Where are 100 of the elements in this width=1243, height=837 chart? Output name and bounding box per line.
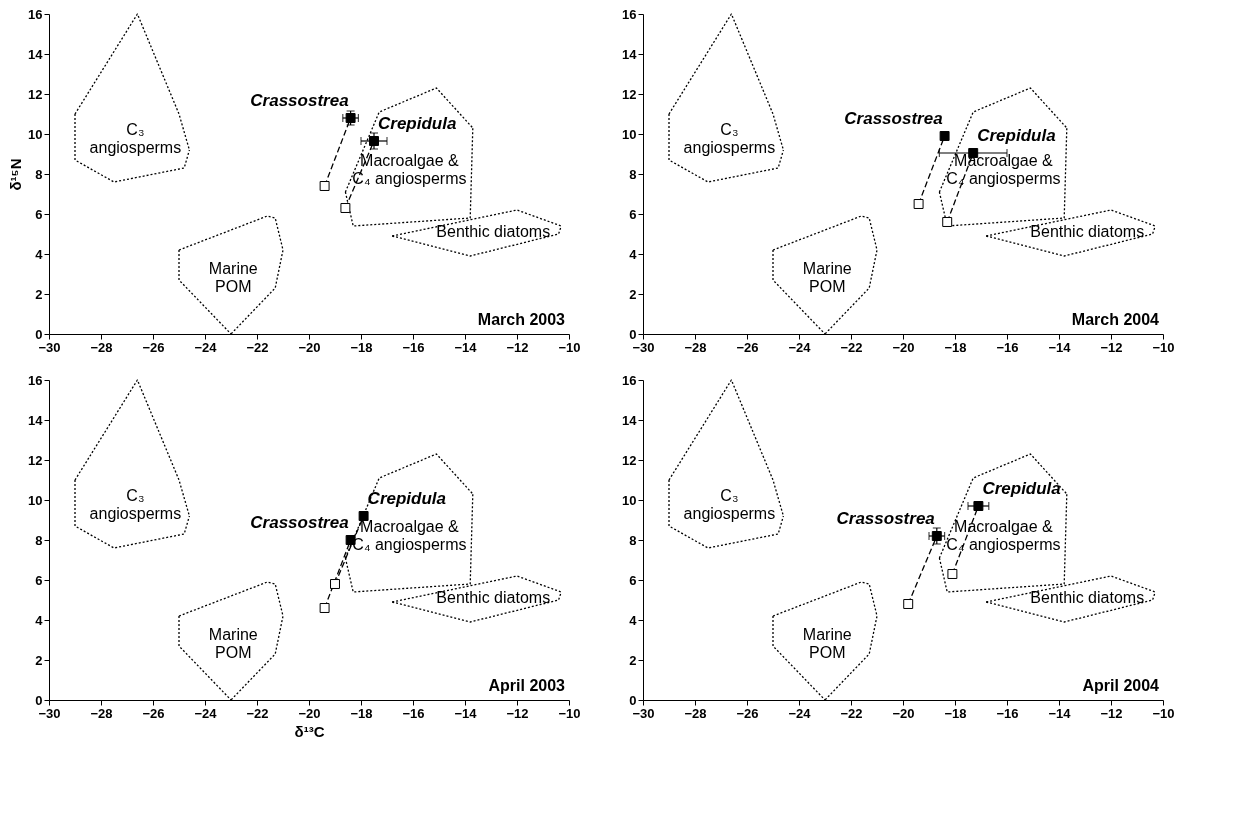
x-tick-label: −24 <box>788 705 812 721</box>
y-tick-label: 14 <box>28 412 44 428</box>
x-tick-label: −30 <box>632 339 655 355</box>
annotation: March 2003 <box>477 311 566 328</box>
x-tick-label: −12 <box>1100 705 1123 721</box>
annotation: Benthic diatoms <box>436 223 551 240</box>
x-tick-label: −30 <box>632 705 655 721</box>
x-tick-label: −10 <box>558 339 581 355</box>
annotation: C₃ angiosperms <box>89 120 182 156</box>
x-tick-label: −12 <box>1100 339 1123 355</box>
y-tick-label: 8 <box>35 166 43 182</box>
x-tick-label: −10 <box>1152 339 1175 355</box>
y-tick-label: 14 <box>622 46 638 62</box>
y-tick-label: 6 <box>35 206 43 222</box>
annotation: March 2004 <box>1071 311 1160 328</box>
series-label: Crassostrea <box>250 91 349 110</box>
y-tick-label: 12 <box>622 86 637 102</box>
series-label: Crassostrea <box>836 509 935 528</box>
y-tick-label: 4 <box>35 246 44 262</box>
x-tick-label: −16 <box>996 705 1019 721</box>
y-tick-label: 8 <box>629 166 637 182</box>
y-tick-label: 0 <box>629 326 637 342</box>
y-tick-label: 16 <box>28 6 43 22</box>
x-tick-label: −24 <box>194 705 218 721</box>
annotation: C₃ angiosperms <box>683 120 776 156</box>
y-tick-label: 10 <box>622 492 637 508</box>
annotation: Benthic diatoms <box>436 589 551 606</box>
x-tick-label: −20 <box>298 339 321 355</box>
y-tick-label: 16 <box>622 372 637 388</box>
y-tick-label: 8 <box>35 532 43 548</box>
annotation: Marine POM <box>802 625 852 661</box>
series-label: Crassostrea <box>844 109 943 128</box>
x-tick-label: −24 <box>194 339 218 355</box>
x-tick-label: −30 <box>38 339 61 355</box>
y-tick-label: 6 <box>629 206 637 222</box>
y-tick-label: 0 <box>629 692 637 708</box>
x-tick-label: −26 <box>736 339 759 355</box>
y-tick-label: 2 <box>35 652 43 668</box>
x-tick-label: −28 <box>90 705 113 721</box>
x-tick-label: −22 <box>246 705 269 721</box>
x-tick-label: −22 <box>840 705 863 721</box>
annotation: Marine POM <box>208 625 258 661</box>
x-tick-label: −22 <box>246 339 269 355</box>
y-tick-label: 2 <box>629 286 637 302</box>
series-label: Crepidula <box>367 489 447 508</box>
y-tick-label: 0 <box>35 692 43 708</box>
y-tick-label: 4 <box>629 612 638 628</box>
y-tick-label: 2 <box>629 652 637 668</box>
x-tick-label: −20 <box>892 705 915 721</box>
x-tick-label: −14 <box>454 339 478 355</box>
annotation: Marine POM <box>802 259 852 295</box>
annotation: Macroalgae & C₄ angiosperms <box>946 151 1061 187</box>
y-tick-label: 12 <box>28 452 43 468</box>
annotation: April 2003 <box>488 677 566 694</box>
y-tick-label: 8 <box>629 532 637 548</box>
x-tick-label: −20 <box>298 705 321 721</box>
x-tick-label: −28 <box>684 705 707 721</box>
x-tick-label: −14 <box>1048 339 1072 355</box>
annotation: C₃ angiosperms <box>683 486 776 522</box>
y-tick-label: 6 <box>629 572 637 588</box>
y-tick-label: 12 <box>28 86 43 102</box>
x-tick-label: −24 <box>788 339 812 355</box>
annotation: Macroalgae & C₄ angiosperms <box>946 517 1061 553</box>
x-tick-label: −18 <box>944 339 967 355</box>
annotation: April 2004 <box>1082 677 1160 694</box>
y-tick-label: 4 <box>35 612 44 628</box>
x-tick-label: −26 <box>736 705 759 721</box>
y-tick-label: 12 <box>622 452 637 468</box>
x-tick-label: −10 <box>1152 705 1175 721</box>
y-tick-label: 10 <box>28 126 43 142</box>
series-label: Crepidula <box>378 114 457 133</box>
x-tick-label: −18 <box>350 339 373 355</box>
annotation: Benthic diatoms <box>1030 223 1145 240</box>
x-tick-label: −28 <box>90 339 113 355</box>
x-tick-label: −26 <box>142 705 165 721</box>
x-tick-label: −10 <box>558 705 581 721</box>
y-tick-label: 10 <box>28 492 43 508</box>
y-tick-label: 14 <box>28 46 44 62</box>
x-tick-label: −14 <box>1048 705 1072 721</box>
annotation: Marine POM <box>208 259 258 295</box>
series-label: Crassostrea <box>250 513 349 532</box>
annotation: Macroalgae & C₄ angiosperms <box>352 151 467 187</box>
series-label: Crepidula <box>977 126 1056 145</box>
x-tick-label: −30 <box>38 705 61 721</box>
y-tick-label: 6 <box>35 572 43 588</box>
y-axis-title: δ¹⁵N <box>7 158 25 191</box>
x-tick-label: −18 <box>944 705 967 721</box>
y-tick-label: 4 <box>629 246 638 262</box>
y-tick-label: 2 <box>35 286 43 302</box>
x-axis-title: δ¹³C <box>294 722 325 740</box>
x-tick-label: −28 <box>684 339 707 355</box>
x-tick-label: −12 <box>506 705 529 721</box>
series-label: Crepidula <box>982 479 1061 498</box>
x-tick-label: −16 <box>402 339 425 355</box>
x-tick-label: −16 <box>996 339 1019 355</box>
y-tick-label: 16 <box>622 6 637 22</box>
x-tick-label: −26 <box>142 339 165 355</box>
y-tick-label: 16 <box>28 372 43 388</box>
x-tick-label: −20 <box>892 339 915 355</box>
y-tick-label: 0 <box>35 326 43 342</box>
